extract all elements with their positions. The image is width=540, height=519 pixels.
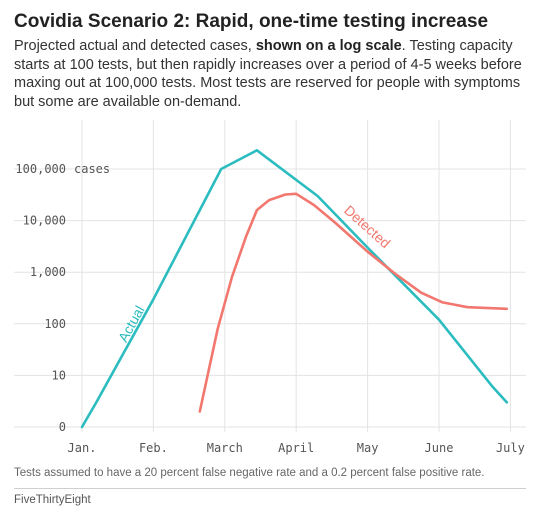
x-tick-label: March — [207, 441, 243, 455]
gridlines — [14, 120, 526, 432]
subtitle-text-start: Projected actual and detected cases, — [14, 38, 256, 54]
y-unit-label: cases — [74, 162, 110, 176]
footer-divider — [14, 488, 526, 489]
y-tick-label: 10,000 — [23, 214, 66, 228]
y-axis-labels: 0 10 100 1,000 10,000 100,000 cases — [15, 162, 110, 434]
y-tick-label: 1,000 — [30, 265, 66, 279]
y-tick-label: 10 — [52, 368, 66, 382]
y-tick-label: 100 — [44, 317, 66, 331]
x-tick-label: April — [278, 441, 314, 455]
series-line-detected — [198, 192, 509, 413]
subtitle-emphasis: shown on a log scale — [255, 38, 402, 54]
footnote: Tests assumed to have a 20 percent false… — [14, 467, 485, 479]
y-tick-label: 100,000 — [15, 162, 66, 176]
y-tick-label: 0 — [59, 420, 66, 434]
chart-subtitle: Projected actual and detected cases, sho… — [14, 37, 530, 111]
x-tick-label: May — [357, 441, 379, 455]
x-tick-label: Feb. — [139, 441, 168, 455]
chart-title: Covidia Scenario 2: Rapid, one-time test… — [14, 11, 489, 32]
series-lines — [80, 149, 509, 429]
series-line-actual — [80, 149, 509, 429]
x-tick-label: July — [496, 441, 525, 455]
x-axis-labels: Jan. Feb. March April May June July — [68, 441, 525, 455]
source-credit: FiveThirtyEight — [14, 494, 91, 506]
x-tick-label: June — [425, 441, 454, 455]
subtitle-text-end: . Testing capacity starts at 100 tests, … — [14, 38, 522, 110]
x-tick-label: Jan. — [68, 441, 97, 455]
